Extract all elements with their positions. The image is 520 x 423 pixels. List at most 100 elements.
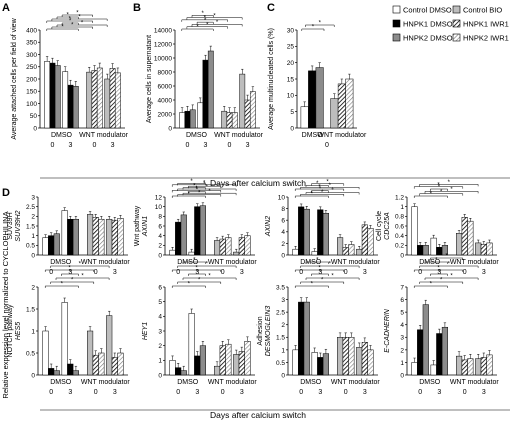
bar-hnpk2-iwr1 [231, 112, 238, 129]
x-group-label: DMSO [51, 132, 73, 139]
y-tick-label: 0.5 [26, 243, 35, 250]
bar-hnpk2-iwr1 [114, 72, 121, 129]
significance-bracket [196, 21, 214, 25]
x-day-label: 3 [68, 269, 72, 276]
x-day-label: 3 [318, 269, 322, 276]
y-tick-label: 1.5 [276, 335, 285, 342]
significance-star: * [81, 274, 84, 280]
y-tick-label: 300 [26, 52, 37, 59]
legend-label-hnpk1-dmso: HNPK1 DMSO [403, 20, 453, 29]
significance-star: * [329, 183, 332, 189]
bar-control-dmso [188, 251, 195, 256]
significance-bracket [50, 265, 110, 268]
bar-hnpk2-dmso [199, 205, 206, 256]
significance-bracket [51, 18, 108, 21]
significance-star: * [188, 282, 191, 288]
significance-bracket [56, 24, 108, 27]
y-tick-label: 400 [26, 27, 37, 34]
bar-hnpk1-iwr1 [219, 345, 226, 376]
y-tick-label: 30 [287, 27, 295, 34]
significance-star: * [319, 21, 322, 27]
bar-control-bio [337, 237, 344, 256]
y-tick-label: 25 [287, 44, 295, 51]
y-tick-label: 0.8 [395, 214, 404, 221]
y-tick-label: 1 [400, 204, 404, 211]
bar-hnpk1-iwr1 [461, 217, 468, 256]
significance-star: * [437, 182, 440, 188]
significance-star: * [316, 258, 319, 264]
y-tick-label: 6000 [158, 83, 173, 90]
y-tick-label: 2 [158, 243, 162, 250]
x-day-label: 0 [185, 142, 189, 149]
bar-control-bio [233, 354, 240, 376]
significance-bracket [311, 190, 329, 193]
bar-hnpk2-dmso [422, 304, 429, 376]
significance-star: * [435, 258, 438, 264]
legend-swatch-control-bio [452, 5, 461, 14]
x-day-label: 3 [363, 269, 367, 276]
y-tick-label: 2 [31, 284, 35, 291]
y-tick-label: 14000 [154, 27, 172, 34]
bar-hnpk1-dmso [175, 221, 182, 256]
y-tick-label: 3.5 [276, 284, 285, 291]
y-tick-label: 150 [26, 89, 37, 96]
panel-letter-b: B [133, 2, 141, 14]
x-group-label: DMSO [50, 379, 72, 386]
y-tick-label: 0 [158, 372, 162, 379]
bar-hnpk2-dmso [189, 109, 196, 129]
bar-control-dmso [188, 313, 195, 376]
y-tick-label: 0 [31, 372, 35, 379]
x-day-label: 3 [113, 389, 117, 396]
significance-bracket [305, 277, 360, 280]
significance-bracket [424, 191, 479, 194]
bar-hnpk2-dmso [53, 370, 60, 376]
gene-label: DESMOGLEIN3 [265, 306, 272, 357]
y-tick-label: 0 [158, 252, 162, 259]
y-tick-label: 3 [31, 194, 35, 201]
y-tick-label: 2 [281, 241, 285, 248]
y-tick-label: 350 [26, 40, 37, 47]
x-day-label: 0 [176, 269, 180, 276]
bar-hnpk2-dmso [315, 67, 324, 129]
bar-hnpk2-iwr1 [486, 354, 493, 376]
significance-star: * [201, 11, 204, 17]
gene-label: E-CADHERIN [384, 308, 391, 353]
x-day-label: 0 [93, 142, 97, 149]
y-tick-label: 1.5 [26, 223, 35, 230]
bar-hnpk1-dmso [298, 301, 305, 376]
bar-hnpk1-dmso [308, 70, 317, 129]
y-tick-label: 10 [278, 194, 286, 201]
bar-hnpk2-iwr1 [486, 242, 493, 256]
bar-hnpk1-iwr1 [342, 337, 349, 376]
days-label-bottom: Days after calcium switch [210, 410, 306, 420]
significance-bracket [413, 186, 464, 189]
significance-bracket [305, 24, 335, 27]
y-tick-label: 5 [158, 299, 162, 306]
significance-bracket [311, 183, 345, 186]
x-group-label: WNT modulator [81, 379, 131, 386]
bar-control-bio [104, 78, 111, 129]
x-day-label: 3 [482, 269, 486, 276]
significance-star: * [331, 188, 334, 194]
panel-letter-d: D [2, 187, 10, 199]
x-day-label: 0 [49, 389, 53, 396]
significance-star: * [448, 262, 451, 268]
significance-star: * [71, 23, 74, 29]
bar-hnpk2-iwr1 [225, 237, 232, 256]
legend-swatch-hnpk2-dmso [392, 33, 401, 42]
bar-hnpk1-dmso [436, 333, 443, 376]
significance-bracket [46, 20, 93, 23]
significance-bracket [424, 277, 479, 280]
bar-control-bio [356, 347, 363, 376]
bar-control-bio [214, 365, 221, 376]
x-day-label: 0 [344, 389, 348, 396]
gene-label: HEY1 [142, 322, 149, 340]
x-group-label: WNT modulator [214, 132, 264, 139]
significance-bracket [171, 190, 222, 193]
significance-bracket [294, 195, 329, 198]
bar-hnpk2-iwr1 [98, 218, 105, 256]
bar-control-dmso [411, 362, 418, 376]
y-tick-label: 5 [400, 310, 404, 317]
